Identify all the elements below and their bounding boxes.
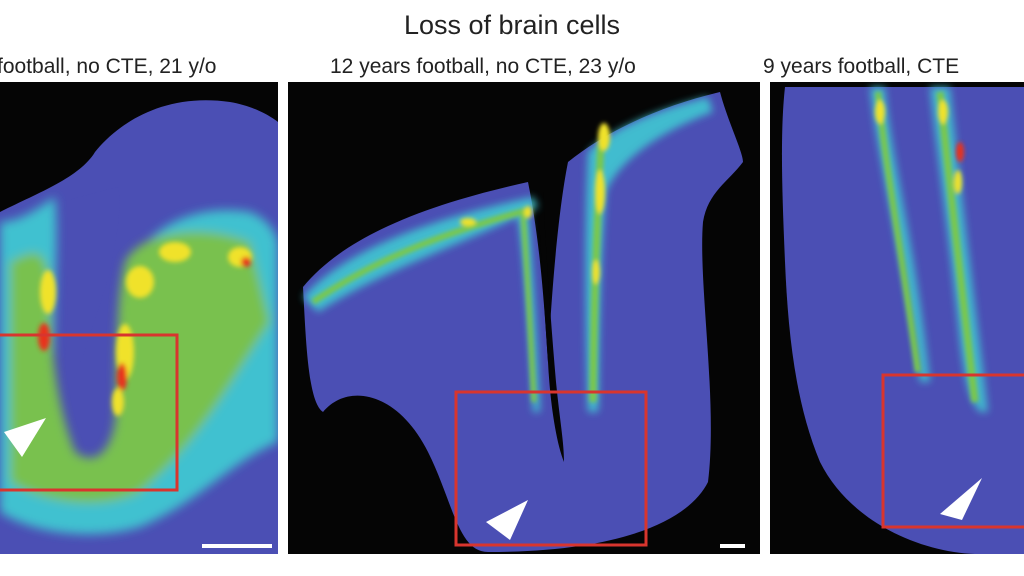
scale-bar <box>202 544 272 548</box>
arrowhead-marker <box>486 500 528 540</box>
tissue-region <box>781 87 1024 554</box>
panel-3-caption: 9 years football, CTE <box>763 55 960 78</box>
tissue-region <box>303 92 743 552</box>
brain-tissue-panel-3 <box>770 82 1024 554</box>
arrowhead-marker <box>940 478 982 520</box>
tissue-image-2 <box>303 92 745 552</box>
brain-tissue-panel-2 <box>288 82 760 554</box>
figure-title: Loss of brain cells <box>403 10 621 40</box>
tissue-image-3 <box>781 87 1024 554</box>
highlight-box <box>881 373 1024 529</box>
scale-bar <box>720 544 745 548</box>
tissue-image-1 <box>0 100 278 554</box>
highlight-box <box>454 390 648 547</box>
panel-1-caption: football, no CTE, 21 y/o <box>0 55 217 78</box>
brain-tissue-panel-1 <box>0 82 278 554</box>
sulcus-crack <box>538 192 564 462</box>
sulcus-gap <box>60 187 120 412</box>
arrowhead-marker <box>4 418 46 457</box>
highlight-box <box>0 333 179 492</box>
panel-2-caption: 12 years football, no CTE, 23 y/o <box>330 55 636 78</box>
